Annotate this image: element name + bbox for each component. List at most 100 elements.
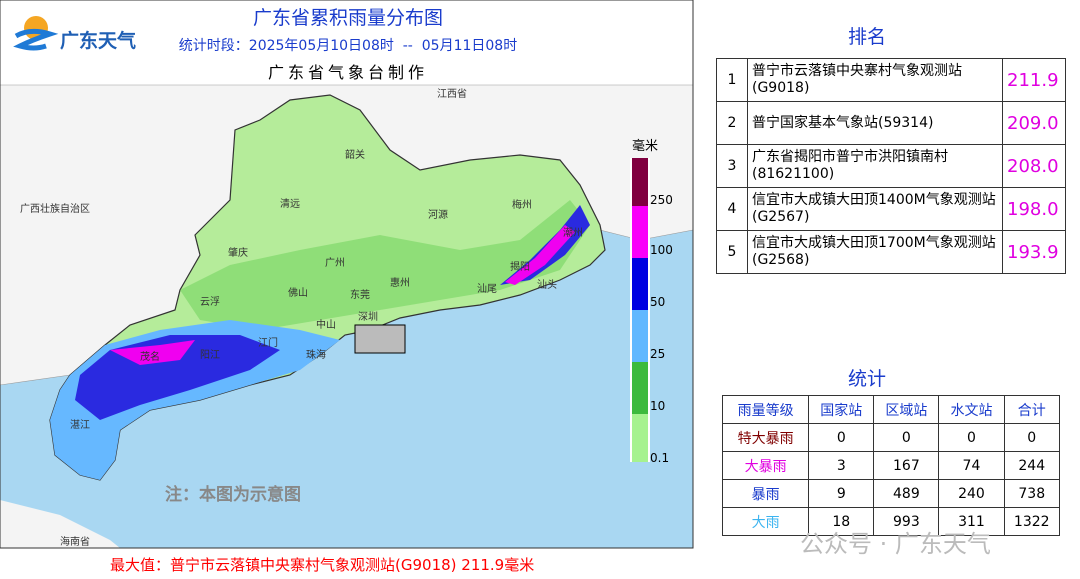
header-cell: 合计: [1003, 395, 1060, 424]
count: 18: [808, 507, 875, 536]
station: 广东省揭阳市普宁市洪阳镇南村(81621100): [747, 144, 1003, 188]
count: 489: [873, 479, 940, 508]
count: 167: [873, 451, 940, 480]
count: 244: [1003, 451, 1060, 480]
map-label: 揭阳: [510, 260, 530, 273]
map-label: 湛江: [70, 419, 90, 431]
hainan: [0, 500, 120, 548]
logo: 广东天气: [13, 16, 136, 52]
map-label: 阳江: [200, 349, 220, 361]
legend-tick: 10: [650, 399, 665, 413]
ranking-row: 1 普宁市云落镇中央寨村气象观测站(G9018) 211.9: [716, 58, 1066, 102]
stats-row: 大暴雨 3 167 74 244: [721, 451, 1060, 480]
rank: 3: [716, 144, 748, 188]
map-label: 广州: [325, 257, 345, 269]
rainfall: 198.0: [1002, 187, 1066, 231]
ranking-row: 2 普宁国家基本气象站(59314) 209.0: [716, 101, 1066, 145]
count: 3: [808, 451, 875, 480]
rainfall: 209.0: [1002, 101, 1066, 145]
map-label: 汕尾: [477, 283, 497, 295]
legend-swatch: [632, 158, 648, 206]
period: 统计时段：2025年05月10日08时 -- 05月11日08时: [179, 38, 517, 54]
count: 0: [938, 423, 1005, 452]
map-label: 中山: [316, 318, 336, 331]
legend-swatch: [632, 310, 648, 362]
header-cell: 区域站: [873, 395, 940, 424]
map-label: 韶关: [345, 148, 365, 161]
map-label: 佛山: [288, 286, 308, 299]
map-label: 江门: [258, 336, 278, 349]
header-cell: 国家站: [808, 395, 875, 424]
station: 普宁国家基本气象站(59314): [747, 101, 1003, 145]
map-label: 珠海: [306, 348, 326, 361]
stats-table: 雨量等级 国家站 区域站 水文站 合计 特大暴雨 0 0 0 0 大暴雨 3 167 74 244 暴雨 9 48…: [721, 395, 1060, 536]
stats-title: 统计: [848, 368, 887, 390]
grade: 特大暴雨: [721, 423, 810, 452]
rank: 2: [716, 101, 748, 145]
count: 0: [1003, 423, 1060, 452]
ranking-title: 排名: [848, 26, 887, 48]
ranking-row: 3 广东省揭阳市普宁市洪阳镇南村(81621100) 208.0: [716, 144, 1066, 188]
map-label: 东莞: [350, 288, 370, 301]
hong-kong: [354, 324, 406, 354]
ranking-table: 1 普宁市云落镇中央寨村气象观测站(G9018) 211.9 2 普宁国家基本气象站(5…: [716, 58, 1066, 274]
producer: 广东省气象台制作: [268, 63, 428, 82]
count: 0: [808, 423, 875, 452]
rainfall: 208.0: [1002, 144, 1066, 188]
legend-tick: 250: [650, 193, 673, 207]
watermark: 公众号 · 广东天气: [800, 530, 991, 558]
map-label: 清远: [280, 197, 300, 210]
legend-unit: 毫米: [632, 138, 658, 154]
title: 广东省累积雨量分布图: [253, 7, 443, 29]
logo-wave: [13, 28, 59, 51]
grade: 大暴雨: [721, 451, 810, 480]
note: 注：本图为示意图: [165, 484, 301, 505]
count: 9: [808, 479, 875, 508]
max-value: 最大值：普宁市云落镇中央寨村气象观测站(G9018) 211.9毫米: [110, 556, 534, 574]
rain-100: [110, 340, 195, 365]
ranking-row: 4 信宜市大成镇大田顶1400M气象观测站(G2567) 198.0: [716, 187, 1066, 231]
map-label: 茂名: [140, 350, 160, 363]
rainfall: 211.9: [1002, 58, 1066, 102]
map-label: 汕头: [537, 279, 557, 291]
map-panel: 江西省 广西壮族自治区 海南省 韶关 清远 河源 梅州 肇庆 广州 惠州 云浮 …: [0, 0, 694, 574]
rain-10: [180, 200, 590, 330]
count: 240: [938, 479, 1005, 508]
rank: 5: [716, 230, 748, 274]
map-label: 梅州: [512, 198, 532, 211]
legend-swatch: [632, 206, 648, 258]
map-label: 广西壮族自治区: [20, 202, 90, 215]
legend-tick: 100: [650, 243, 673, 257]
legend-swatch: [632, 414, 648, 462]
count: 1322: [1003, 507, 1060, 536]
map-label: 潮州: [563, 226, 583, 239]
count: 993: [873, 507, 940, 536]
map-label: 云浮: [200, 296, 220, 308]
legend-labels: 毫米 0.1 10 25 50 100 250: [632, 138, 673, 465]
rain-100-east: [505, 225, 575, 285]
stats-row: 特大暴雨 0 0 0 0: [721, 423, 1060, 452]
count: 74: [938, 451, 1005, 480]
legend-swatch: [632, 258, 648, 310]
station: 信宜市大成镇大田顶1400M气象观测站(G2567): [747, 187, 1003, 231]
panel-border: [0, 0, 694, 549]
station: 信宜市大成镇大田顶1700M气象观测站(G2568): [747, 230, 1003, 274]
map-label: 海南省: [60, 535, 90, 548]
header-cell: 水文站: [938, 395, 1005, 424]
map-label: 惠州: [390, 276, 410, 289]
legend-tick: 25: [650, 347, 665, 361]
count: 0: [873, 423, 940, 452]
map-label: 肇庆: [228, 246, 248, 259]
map-label: 深圳: [358, 311, 378, 323]
rank: 1: [716, 58, 748, 102]
stats-row: 大雨 18 993 311 1322: [721, 507, 1060, 536]
stats-row: 暴雨 9 489 240 738: [721, 479, 1060, 508]
logo-text: 广东天气: [60, 29, 136, 52]
ranking-row: 5 信宜市大成镇大田顶1700M气象观测站(G2568) 193.9: [716, 230, 1066, 274]
stats-header: 雨量等级 国家站 区域站 水文站 合计: [721, 395, 1060, 424]
rank: 4: [716, 187, 748, 231]
legend-swatch: [632, 362, 648, 414]
legend-tick: 0.1: [650, 451, 669, 465]
map-labels: 江西省 广西壮族自治区 海南省 韶关 清远 河源 梅州 肇庆 广州 惠州 云浮 …: [20, 87, 583, 548]
